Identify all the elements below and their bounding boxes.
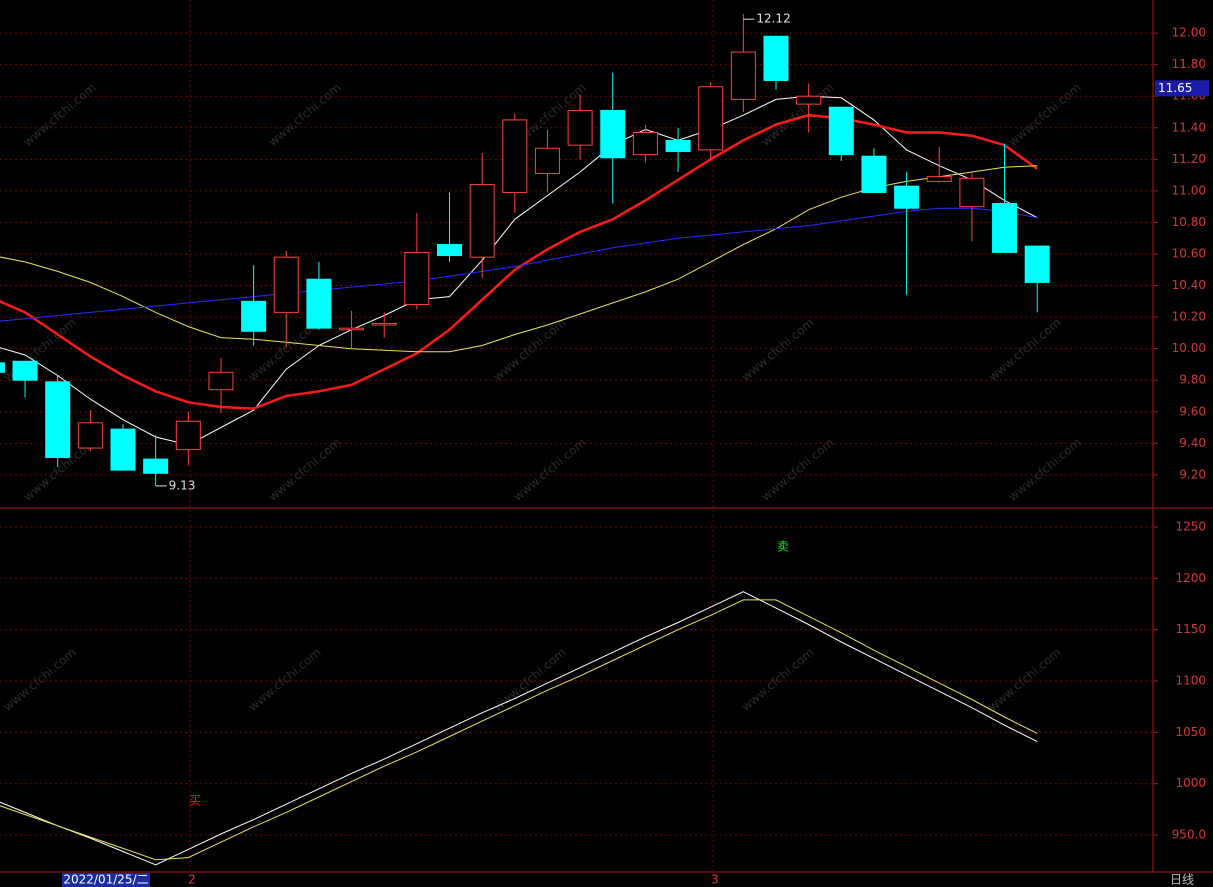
indicator-panel: 买卖 [0, 526, 1153, 866]
candle-body [796, 95, 822, 105]
y-tick-label: 950.0 [1172, 828, 1206, 842]
candle-body [600, 109, 626, 159]
period-label: 日线 [1170, 873, 1194, 887]
y-tick-label: 10.00 [1172, 341, 1206, 355]
candle-body [730, 51, 756, 100]
y-tick-label: 10.20 [1172, 310, 1206, 324]
last-price-label: 11.65 [1158, 81, 1192, 95]
y-tick-label: 11.80 [1172, 57, 1206, 71]
y-tick-label: 10.40 [1172, 278, 1206, 292]
candle-body [534, 147, 560, 175]
y-tick-label: 1000 [1175, 776, 1206, 790]
month-mark: 3 [711, 873, 719, 887]
y-tick-label: 9.40 [1179, 436, 1206, 450]
max-label: 12.12 [756, 12, 790, 26]
candle-body [1024, 245, 1050, 283]
candle-body [959, 177, 985, 208]
candle-body [273, 256, 299, 313]
line [0, 113, 1038, 410]
y-tick-label: 10.80 [1172, 215, 1206, 229]
candle-body [567, 109, 593, 146]
candle-body [175, 420, 201, 451]
date-box [62, 873, 150, 887]
y-tick-label: 1200 [1175, 571, 1206, 585]
month-mark: 2 [188, 873, 196, 887]
candle-body [828, 106, 854, 156]
candle-body [894, 185, 920, 209]
candle-body [0, 362, 5, 373]
candle-body [632, 132, 658, 156]
candle-body [371, 322, 397, 326]
axes: 12.0011.8011.6011.4011.2011.0010.8010.60… [1153, 26, 1209, 842]
y-tick-label: 9.60 [1179, 404, 1206, 418]
candle-body [698, 86, 724, 151]
sell-signal: 卖 [777, 540, 789, 554]
candle-body [861, 155, 887, 193]
price-panel: 12.12 9.13 [0, 12, 1153, 492]
candle-body [12, 360, 38, 381]
y-tick-label: 1150 [1175, 622, 1206, 636]
y-tick-label: 9.20 [1179, 467, 1206, 481]
candle-body [469, 184, 495, 258]
line [0, 599, 1038, 861]
candle-body [77, 422, 103, 449]
candle-body [926, 176, 952, 182]
y-tick-label: 9.80 [1179, 373, 1206, 387]
min-label: 9.13 [169, 478, 196, 492]
y-tick-label: 1100 [1175, 674, 1206, 688]
y-tick-label: 11.00 [1172, 183, 1206, 197]
y-tick-label: 1250 [1175, 519, 1206, 533]
candle-body [502, 119, 528, 193]
candle-body [208, 371, 234, 391]
candle-body [241, 300, 267, 332]
candle-body [992, 203, 1018, 253]
line [0, 207, 1038, 322]
line [0, 591, 1038, 866]
candle-body [665, 139, 691, 152]
date-label: 2022/01/25/二 [63, 873, 148, 887]
y-tick-label: 10.60 [1172, 247, 1206, 261]
candle-body [404, 251, 430, 305]
y-tick-label: 12.00 [1172, 26, 1206, 40]
y-tick-label: 11.20 [1172, 152, 1206, 166]
candle-body [45, 381, 71, 459]
candle-body [763, 35, 789, 81]
candle-body [306, 278, 332, 329]
candle-body [110, 428, 136, 471]
candle-body [339, 327, 365, 331]
y-tick-label: 11.40 [1172, 120, 1206, 134]
candle-body [437, 244, 462, 257]
line [0, 95, 1038, 446]
y-tick-label: 1050 [1175, 725, 1206, 739]
candle-body [143, 458, 169, 474]
buy-signal: 买 [189, 794, 201, 808]
last-price-box [1155, 80, 1209, 97]
